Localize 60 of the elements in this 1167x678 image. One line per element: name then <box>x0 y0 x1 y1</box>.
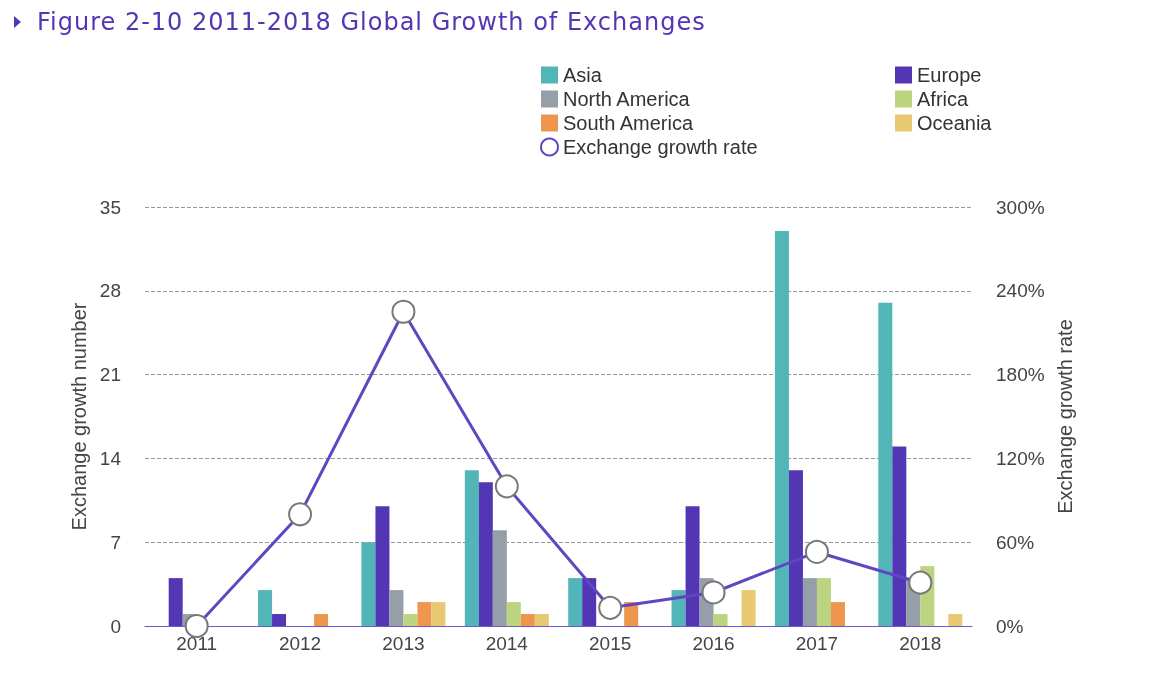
bar <box>375 506 390 626</box>
y2-tick-label: 180% <box>996 364 1045 386</box>
bar <box>389 590 404 626</box>
bar <box>520 614 535 626</box>
bar <box>878 302 893 626</box>
chart-title: Figure 2-10 2011-2018 Global Growth of Exchanges <box>37 8 706 36</box>
y-tick-label: 7 <box>110 531 121 553</box>
x-tick-label: 2017 <box>795 633 839 654</box>
bar <box>534 614 549 626</box>
legend-label: Africa <box>917 88 969 110</box>
legend-label: South America <box>563 112 694 134</box>
legend-label: Europe <box>917 64 982 86</box>
bar <box>685 506 700 626</box>
x-tick-label: 2011 <box>176 633 218 654</box>
bar <box>417 602 432 626</box>
bar <box>272 614 287 626</box>
bar <box>492 530 507 626</box>
y2-tick-label: 120% <box>996 447 1045 469</box>
bar <box>506 602 521 626</box>
legend-label: Exchange growth rate <box>563 136 758 158</box>
bar <box>478 482 493 626</box>
bar <box>788 470 803 626</box>
x-tick-label: 2015 <box>589 633 632 654</box>
bar <box>713 614 728 626</box>
bar <box>314 614 329 626</box>
bar <box>948 614 963 626</box>
bar <box>892 446 907 626</box>
x-tick-label: 2018 <box>899 633 942 654</box>
y2-tick-label: 0% <box>996 615 1024 637</box>
bar <box>361 542 376 626</box>
x-tick-label: 2013 <box>382 633 425 654</box>
bar <box>741 590 756 626</box>
x-tick-label: 2012 <box>278 633 322 654</box>
bar <box>816 578 831 626</box>
y2-tick-label: 60% <box>996 531 1035 553</box>
bar <box>830 602 845 626</box>
bar <box>464 470 479 626</box>
bar <box>671 590 686 626</box>
y-tick-label: 0 <box>110 615 121 637</box>
bar <box>403 614 418 626</box>
y2-tick-label: 300% <box>996 196 1045 218</box>
legend-label: Oceania <box>917 112 993 134</box>
bar <box>568 578 583 626</box>
y2-axis-title: Exchange growth rate <box>1054 319 1077 514</box>
bar <box>774 230 789 626</box>
y-tick-label: 35 <box>99 196 121 218</box>
y-tick-label: 28 <box>99 280 121 302</box>
y2-tick-label: 240% <box>996 280 1045 302</box>
x-tick-label: 2016 <box>692 633 735 654</box>
y-tick-label: 14 <box>99 447 122 469</box>
y-axis-title: Exchange growth number <box>67 302 90 531</box>
bar <box>431 602 446 626</box>
bar <box>582 578 597 626</box>
y-tick-label: 21 <box>99 364 121 386</box>
legend-label: North America <box>563 88 691 110</box>
bar <box>258 590 273 626</box>
bar <box>802 578 817 626</box>
x-tick-label: 2014 <box>485 633 529 654</box>
bar <box>168 578 183 626</box>
legend-label: Asia <box>563 64 603 86</box>
